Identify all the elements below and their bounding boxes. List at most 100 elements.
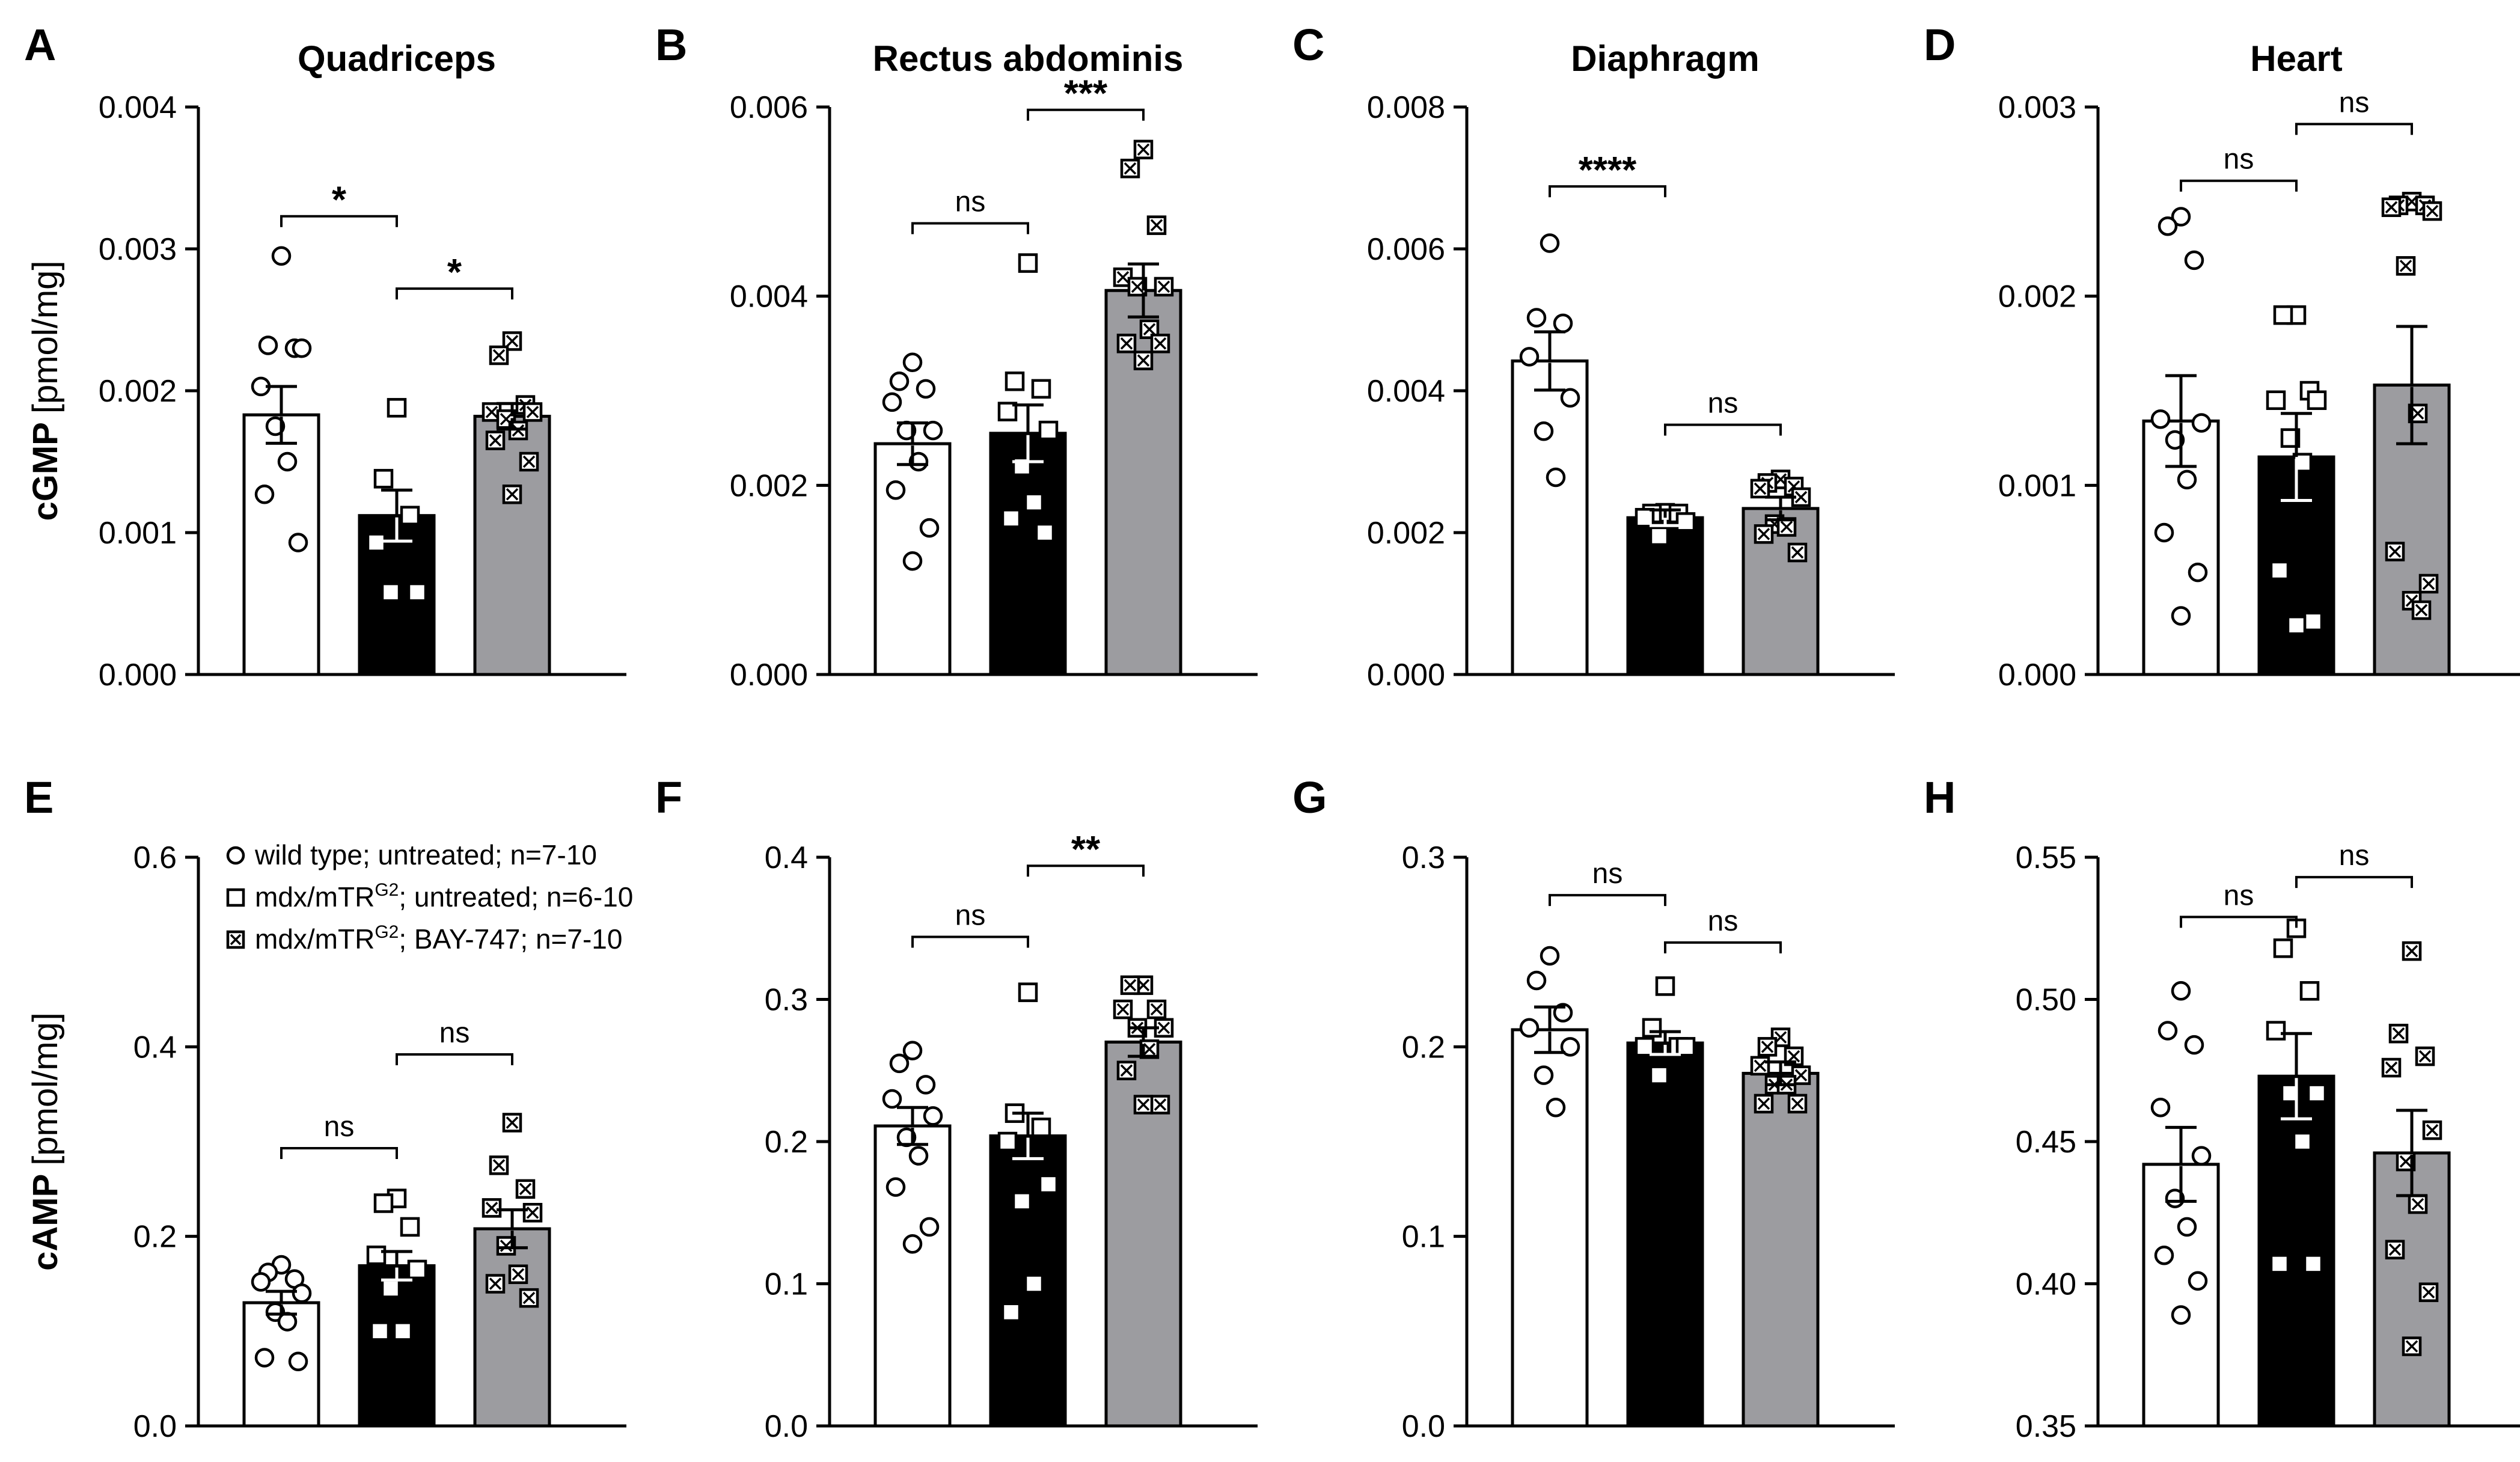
data-point-untreated — [1649, 526, 1669, 546]
data-point-bay747 — [1757, 1037, 1778, 1057]
legend-marker-circle — [226, 846, 245, 865]
data-point-untreated — [2299, 981, 2320, 1001]
data-point-cross — [2385, 1061, 2398, 1074]
significance-bracket — [280, 215, 398, 227]
data-point-wild-type — [1560, 388, 1580, 408]
y-tick-label: 0.002 — [730, 468, 808, 503]
data-point-cross — [2411, 407, 2424, 420]
data-point-cross — [489, 1277, 502, 1290]
data-point-bay747 — [2402, 941, 2422, 961]
bar-2 — [2257, 1074, 2335, 1428]
data-point-untreated — [381, 582, 401, 602]
data-point-bay747 — [1150, 334, 1170, 353]
data-point-cross — [2418, 1050, 2432, 1063]
data-point-cross — [2422, 1286, 2435, 1298]
data-point-bay747 — [485, 1274, 506, 1294]
panel-letter: E — [24, 772, 54, 822]
data-point-untreated — [370, 1321, 390, 1341]
data-point-box — [489, 1155, 509, 1175]
data-point-cross — [1150, 1003, 1163, 1016]
data-point-untreated — [1649, 1065, 1669, 1085]
data-point-wild-type — [916, 1075, 936, 1095]
data-point-cross — [1124, 979, 1137, 992]
y-tick-label: 0.0 — [765, 1409, 808, 1444]
significance-bracket — [911, 222, 1029, 234]
data-point-bay747 — [485, 430, 506, 450]
data-point-bay747 — [1146, 215, 1167, 235]
data-point-wild-type — [292, 1283, 312, 1303]
bar-1 — [873, 1124, 952, 1428]
data-point-bay747 — [519, 451, 539, 472]
data-point-untreated — [2266, 390, 2286, 410]
data-point-wild-type — [258, 335, 278, 355]
significance-bracket — [2180, 179, 2298, 192]
panel-a: A Quadriceps cGMP [pmol/mg] 0.000 0.001 0.002 0… — [24, 20, 626, 693]
data-point-wild-type — [251, 1272, 271, 1292]
data-point-cross — [1157, 1021, 1170, 1035]
data-point-wild-type — [2154, 522, 2174, 543]
data-point-cross — [512, 1268, 525, 1280]
panels: A Quadriceps cGMP [pmol/mg] 0.000 0.001 0.002 0… — [24, 20, 2520, 1444]
data-point-cross — [2385, 201, 2398, 214]
data-point-cross — [522, 455, 536, 468]
significance-bracket — [1027, 864, 1145, 877]
data-point-cross — [2426, 204, 2439, 218]
data-point-bay747 — [522, 1203, 543, 1223]
data-point-untreated — [2269, 560, 2290, 581]
legend-marker-square — [226, 888, 245, 907]
data-point-wild-type — [288, 533, 308, 552]
panel-title: Rectus abdominis — [873, 38, 1184, 79]
y-tick-label: 0.1 — [1402, 1220, 1445, 1255]
data-point-bay747 — [1754, 524, 1774, 544]
data-point-wild-type — [1519, 1018, 1540, 1038]
data-point-bay747 — [2402, 1336, 2422, 1356]
data-point-untreated — [1018, 982, 1038, 1002]
data-point-untreated — [1005, 372, 1025, 391]
data-point-bay747 — [502, 1113, 522, 1133]
bar-3 — [473, 1227, 551, 1428]
data-point-wild-type — [277, 1312, 298, 1332]
legend-label-pre: mdx/mTR — [255, 923, 375, 955]
data-point-wild-type — [923, 420, 943, 441]
significance-bracket — [2180, 916, 2298, 928]
data-point-cross — [485, 1202, 498, 1214]
data-point-wild-type — [2191, 413, 2212, 433]
data-point-cross — [1124, 162, 1137, 175]
legend-marker-square-x — [226, 930, 245, 949]
data-point-untreated — [2307, 390, 2327, 410]
data-point-wild-type — [889, 1053, 910, 1074]
data-point-bay747 — [2415, 1046, 2435, 1066]
y-tick-label: 0.1 — [765, 1267, 808, 1302]
panel-letter: B — [655, 20, 687, 70]
data-point-wild-type — [2158, 216, 2178, 236]
data-point-bay747 — [1116, 1060, 1137, 1080]
data-point-cross — [1787, 1050, 1800, 1063]
data-point-cross — [506, 488, 519, 501]
data-point-cross — [485, 406, 498, 418]
data-point-cross — [1143, 323, 1156, 335]
panel-letter: A — [24, 20, 56, 70]
data-point-untreated — [1012, 1191, 1032, 1211]
data-point-bay747 — [489, 345, 509, 366]
data-point-bay747 — [1787, 1093, 1808, 1114]
data-point-cross — [492, 349, 506, 362]
y-tick-label: 0.008 — [1367, 90, 1445, 125]
data-point-wild-type — [271, 246, 292, 266]
data-point-untreated — [1035, 522, 1055, 543]
data-point-cross — [1757, 528, 1770, 540]
y-tick-label: 0.002 — [1367, 516, 1445, 551]
data-point-cross — [1120, 337, 1133, 350]
data-point-box — [1787, 1093, 1808, 1114]
data-point-bay747 — [2422, 201, 2442, 221]
significance-bracket — [280, 1147, 398, 1160]
y-axis-label-unit: [pmol/mg] — [26, 260, 65, 414]
data-point-bay747 — [482, 1198, 502, 1218]
significance-label: ns — [1708, 905, 1739, 937]
data-point-cross — [1143, 1043, 1156, 1056]
data-point-wild-type — [2171, 207, 2191, 227]
data-point-wild-type — [2188, 1271, 2208, 1291]
data-point-bay747 — [2411, 600, 2432, 620]
data-point-cross — [1791, 546, 1804, 559]
data-point-wild-type — [2191, 1146, 2212, 1166]
